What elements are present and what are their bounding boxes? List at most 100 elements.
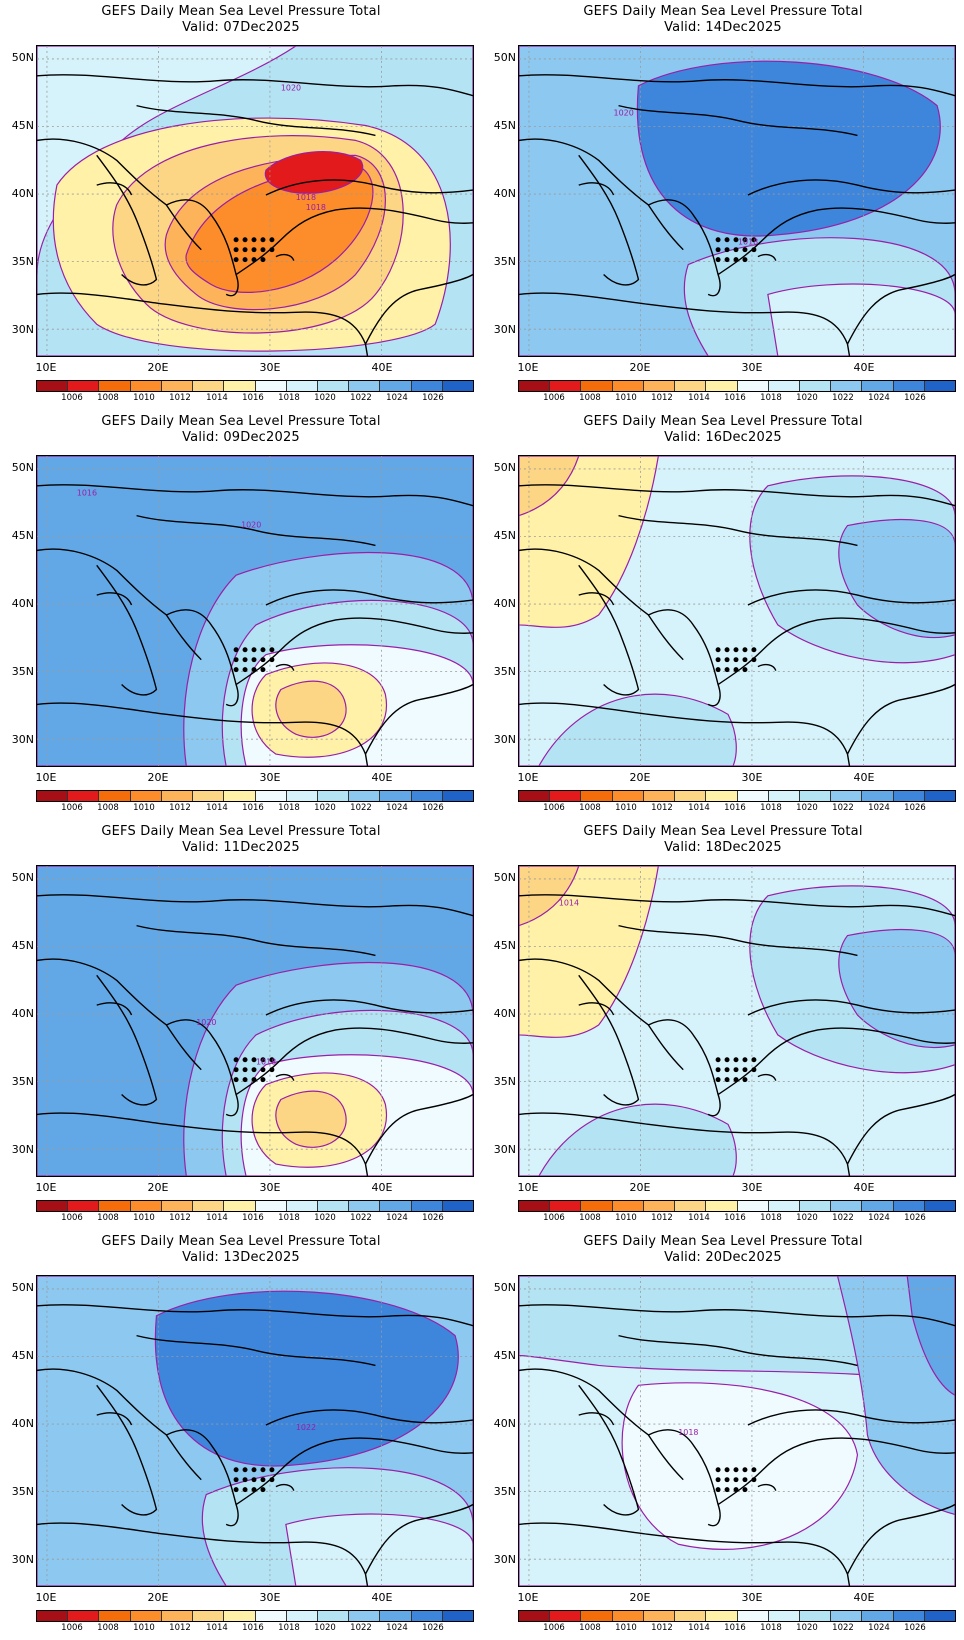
island	[242, 667, 248, 673]
colorbar-swatch	[99, 381, 131, 391]
island	[715, 257, 721, 263]
map-svg: 1014	[519, 866, 955, 1176]
colorbar-label: 1006	[61, 803, 83, 813]
colorbar-label: 1024	[386, 393, 408, 403]
isobar-label: 1020	[281, 84, 301, 93]
island	[242, 1477, 248, 1483]
island	[260, 1057, 266, 1063]
colorbar-swatch	[550, 1201, 582, 1211]
colorbar-swatch	[442, 791, 474, 801]
colorbar-label: 1026	[422, 803, 444, 813]
coastlines	[519, 74, 955, 356]
colorbar-swatch	[286, 381, 318, 391]
island	[251, 1477, 257, 1483]
island	[242, 1487, 248, 1493]
island	[260, 1067, 266, 1073]
colorbar-swatch	[799, 1611, 832, 1621]
colorbar-swatch	[768, 381, 800, 391]
colorbar-label: 1010	[133, 1213, 155, 1223]
colorbar-labels: 1006 1008 1010 1012 1014 1016 1018 1020 1022 1024…	[36, 393, 474, 405]
longitude-label: 40E	[853, 361, 875, 374]
island	[233, 237, 239, 243]
colorbar-swatch	[862, 1201, 894, 1211]
border-line	[578, 1412, 615, 1426]
colorbar-label: 1008	[97, 393, 119, 403]
colorbar-swatch	[799, 381, 832, 391]
island	[733, 247, 739, 253]
colorbar-swatch	[737, 1201, 769, 1211]
island	[242, 1067, 248, 1073]
latitude-label: 45N	[11, 119, 34, 132]
colorbar-label: 1016	[242, 803, 264, 813]
latitude-label: 35N	[11, 665, 34, 678]
colorbar-swatch	[550, 791, 582, 801]
colorbar-swatch	[581, 791, 613, 801]
island	[715, 657, 721, 663]
colorbar-swatch	[550, 1611, 582, 1621]
longitude-label: 40E	[371, 1591, 393, 1604]
island	[242, 657, 248, 663]
panel-title: GEFS Daily Mean Sea Level Pressure Total…	[0, 824, 482, 856]
border-line	[96, 1412, 133, 1426]
border-line	[618, 924, 858, 957]
border-line	[747, 1409, 955, 1426]
colorbar-swatch	[706, 1201, 738, 1211]
pressure-map: 1020 1016	[36, 455, 474, 767]
border-line	[37, 138, 202, 251]
latitude-label: 40N	[11, 597, 34, 610]
panel-title-text: GEFS Daily Mean Sea Level Pressure Total	[583, 824, 863, 839]
colorbar-labels: 1006 1008 1010 1012 1014 1016 1018 1020 1022 1024…	[518, 1213, 956, 1225]
colorbar-label: 1012	[651, 1623, 673, 1633]
colorbar-swatch	[768, 1611, 800, 1621]
latitude-label: 35N	[493, 1485, 516, 1498]
colorbar-label: 1022	[832, 1623, 854, 1633]
island	[260, 257, 266, 263]
colorbar-label: 1018	[760, 1623, 782, 1633]
longitude-label: 20E	[629, 1181, 651, 1194]
colorbar-label: 1014	[206, 1623, 228, 1633]
colorbar-swatch	[99, 1201, 131, 1211]
island	[742, 667, 748, 673]
island	[715, 247, 721, 253]
longitude-label: 40E	[853, 1591, 875, 1604]
colorbar-label: 1018	[278, 393, 300, 403]
island	[242, 1077, 248, 1083]
colorbar-swatch	[706, 381, 738, 391]
island	[233, 1057, 239, 1063]
island	[733, 1477, 739, 1483]
island	[269, 657, 275, 663]
border-line	[747, 179, 955, 196]
latitude-label: 40N	[493, 597, 516, 610]
coastlines	[37, 74, 473, 356]
colorbar-label: 1016	[724, 1623, 746, 1633]
island	[715, 1057, 721, 1063]
island	[233, 247, 239, 253]
colorbar-label: 1024	[868, 803, 890, 813]
colorbar-label: 1020	[796, 393, 818, 403]
island	[269, 247, 275, 253]
border-line	[519, 138, 684, 251]
colorbar-label: 1014	[688, 1213, 710, 1223]
colorbar-swatch	[519, 791, 551, 801]
colorbar-label: 1012	[169, 803, 191, 813]
map-svg: 1020 1018	[519, 46, 955, 356]
colorbar-swatch	[519, 381, 551, 391]
border-line	[648, 1019, 721, 1117]
colorbar-label: 1020	[314, 1213, 336, 1223]
panel-title-text: GEFS Daily Mean Sea Level Pressure Total	[583, 4, 863, 19]
colorbar-swatch	[862, 1611, 894, 1621]
border-line	[519, 1368, 684, 1481]
colorbar-labels: 1006 1008 1010 1012 1014 1016 1018 1020 1022 1024…	[518, 1623, 956, 1635]
colorbar-labels: 1006 1008 1010 1012 1014 1016 1018 1020 1022 1024…	[36, 803, 474, 815]
island	[742, 1477, 748, 1483]
latitude-label: 35N	[493, 665, 516, 678]
colorbar	[36, 1200, 474, 1212]
island	[269, 1067, 275, 1073]
border-line	[37, 1368, 202, 1481]
border-line	[648, 199, 721, 297]
island	[751, 1467, 757, 1473]
island	[269, 237, 275, 243]
island	[733, 647, 739, 653]
border-line	[757, 1073, 777, 1081]
colorbar-label: 1008	[579, 1213, 601, 1223]
